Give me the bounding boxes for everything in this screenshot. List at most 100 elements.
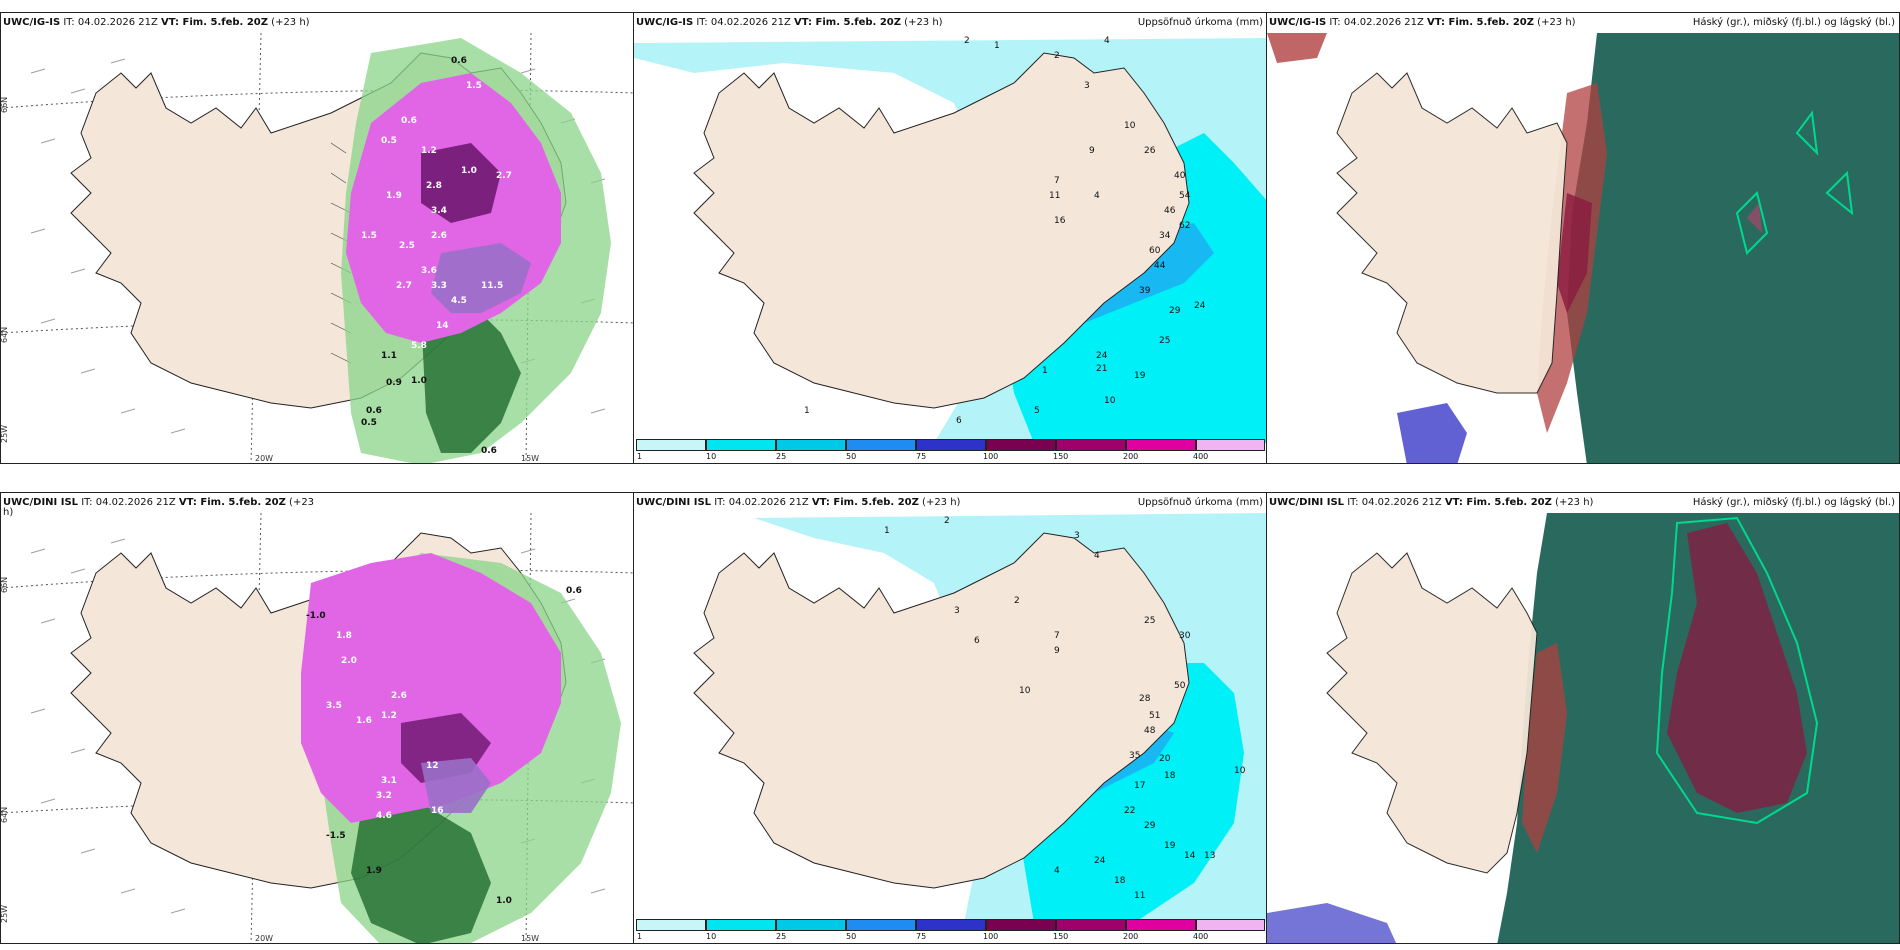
lead-time: (+23 — [285, 497, 315, 508]
lat-label-64: 64N — [1, 807, 9, 823]
legend-swatch — [846, 919, 916, 931]
valid-label: VT: — [161, 17, 180, 28]
legend-tick: 50 — [846, 452, 857, 461]
map-precip-bottom: 2 1 3 4 2 3 6 7 9 10 25 30 50 28 51 48 3… — [634, 513, 1267, 923]
panel-field-title: Háský (gr.), miðský (fj.bl.) og lágský (… — [1692, 17, 1895, 28]
precip-color-legend: 1 10 25 50 75 100 150 200 400 — [636, 439, 1265, 461]
precip-value: 10 — [1104, 396, 1116, 406]
lon-label-15: 15W — [521, 454, 539, 463]
legend-tick: 100 — [983, 932, 999, 941]
snow-value: 1.2 — [381, 711, 397, 721]
init-time: IT: 04.02.2026 21Z — [711, 497, 812, 508]
legend-tick: 10 — [706, 452, 717, 461]
precip-value: 1 — [1042, 366, 1048, 376]
cloud-low-blue — [1267, 903, 1397, 943]
precip-values: 2 1 2 4 3 10 9 26 7 11 4 16 40 54 46 62 … — [804, 36, 1206, 426]
lead-time: (+23 h) — [1533, 17, 1576, 28]
snow-value: 3.6 — [421, 266, 437, 276]
init-time: IT: 04.02.2026 21Z — [693, 17, 795, 28]
snow-value: 5.8 — [411, 341, 427, 351]
init-time: IT: 04.02.2026 21Z — [78, 497, 179, 508]
legend-tick: 25 — [776, 932, 787, 941]
legend-swatch — [1126, 439, 1196, 451]
precip-value: 44 — [1154, 261, 1166, 271]
precip-value: 3 — [1084, 81, 1090, 91]
legend-tick: 10 — [706, 932, 717, 941]
lead-time: (+23 h) — [918, 497, 961, 508]
precip-value: 5 — [1034, 406, 1040, 416]
legend-tick: 400 — [1193, 452, 1209, 461]
snow-value: 1.0 — [461, 166, 477, 176]
snow-value: 0.6 — [481, 446, 497, 456]
snow-value: 11.5 — [481, 281, 503, 291]
cloud-corner-red — [1267, 33, 1327, 63]
legend-swatch — [776, 919, 846, 931]
panel-field-title: Háský (gr.), miðský (fj.bl.) og lágský (… — [1692, 497, 1895, 508]
precip-value: 4 — [1094, 191, 1100, 201]
snow-shading-magenta — [301, 553, 561, 823]
precip-value: 24 — [1194, 301, 1206, 311]
snow-value: 1.5 — [466, 81, 482, 91]
legend-tick: 75 — [916, 452, 927, 461]
legend-swatch — [916, 439, 986, 451]
precip-value: 17 — [1134, 781, 1145, 791]
panel-field-title: Uppsöfnuð úrkoma (mm) — [1137, 17, 1263, 28]
precip-value: 26 — [1144, 146, 1156, 156]
precip-value: 16 — [1054, 216, 1066, 226]
snow-value: 0.5 — [381, 136, 397, 146]
model-name: UWC/IG-IS — [3, 17, 61, 28]
valid-time: Fim. 5.feb. 20Z — [196, 497, 286, 508]
snow-value: 12 — [426, 761, 439, 771]
iceland-landmass — [693, 52, 1190, 409]
snow-value: 16 — [431, 806, 444, 816]
lead-time: (+23 h) — [267, 17, 310, 28]
precip-value: 2 — [1054, 51, 1060, 61]
precip-value: 2 — [964, 36, 970, 46]
snow-value: 3.2 — [376, 791, 392, 801]
snow-value: 0.5 — [361, 418, 377, 428]
panel-top-right-clouds: UWC/IG-IS IT: 04.02.2026 21Z VT: Fim. 5.… — [1266, 12, 1900, 464]
precip-value: 51 — [1149, 711, 1160, 721]
precip-value: 13 — [1204, 851, 1215, 861]
precip-value: 21 — [1096, 364, 1107, 374]
precip-value: 10 — [1124, 121, 1136, 131]
panel-header: UWC/IG-IS IT: 04.02.2026 21Z VT: Fim. 5.… — [3, 17, 629, 28]
snow-value: 0.6 — [566, 586, 582, 596]
legend-tick: 150 — [1053, 452, 1069, 461]
legend-tick: 75 — [916, 932, 927, 941]
lead-time: (+23 h) — [900, 17, 943, 28]
precip-value: 19 — [1164, 841, 1176, 851]
precip-value: 4 — [1094, 551, 1100, 561]
lon-label-20: 20W — [255, 454, 273, 463]
precip-value: 14 — [1184, 851, 1196, 861]
lat-label-66: 66N — [1, 577, 9, 593]
snow-value: 3.1 — [381, 776, 397, 786]
legend-tick: 1 — [637, 452, 643, 461]
legend-swatch — [1056, 919, 1126, 931]
map-wind-snow-top: 66N 64N 25W 20W 15W 0.6 1.5 0.6 0.5 1.2 … — [1, 32, 633, 463]
legend-swatch — [846, 439, 916, 451]
valid-label: VT: — [1444, 497, 1463, 508]
legend-swatch — [706, 919, 776, 931]
precip-value: 50 — [1174, 681, 1186, 691]
valid-label: VT: — [178, 497, 197, 508]
precip-value: 10 — [1234, 766, 1246, 776]
panel-bottom-right-clouds: UWC/DINI ISL IT: 04.02.2026 21Z VT: Fim.… — [1266, 492, 1900, 944]
snow-value: 1.5 — [361, 231, 377, 241]
snow-value: 2.8 — [426, 181, 442, 191]
snow-value: 3.3 — [431, 281, 447, 291]
cloud-low-blue — [1397, 403, 1467, 463]
cloud-contour-green — [1655, 516, 1819, 825]
valid-label: VT: — [811, 497, 830, 508]
precip-value: 18 — [1164, 771, 1176, 781]
precip-value: 9 — [1054, 646, 1060, 656]
precip-value: 35 — [1129, 751, 1140, 761]
legend-tick: 50 — [846, 932, 857, 941]
snow-value: 2.6 — [431, 231, 447, 241]
valid-time: Fim. 5.feb. 20Z — [1462, 497, 1552, 508]
snow-value: -1.5 — [326, 831, 346, 841]
snow-value: 1.2 — [421, 146, 437, 156]
snow-value: 3.5 — [326, 701, 342, 711]
map-precip-top: 2 1 2 4 3 10 9 26 7 11 4 16 40 54 46 62 … — [634, 33, 1267, 443]
snow-value: 1.6 — [356, 716, 372, 726]
